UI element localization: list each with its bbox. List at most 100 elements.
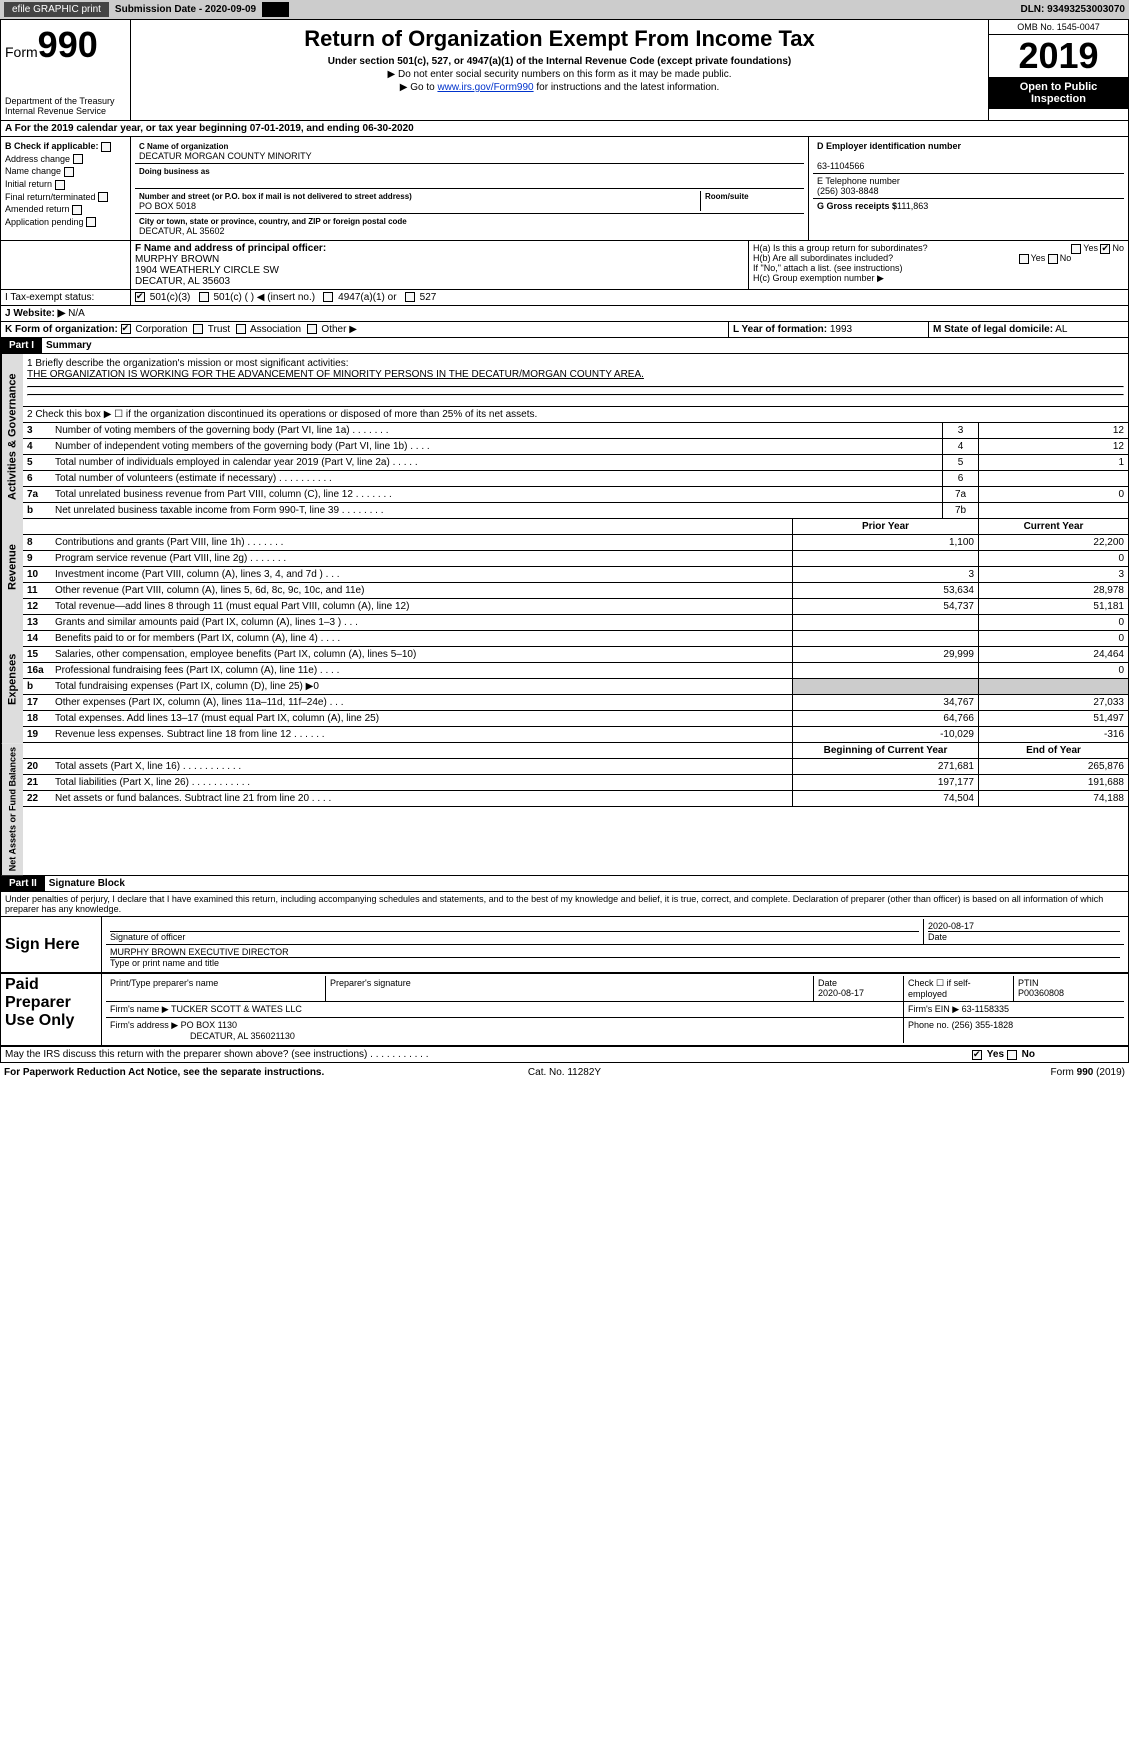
checkbox-icon[interactable]	[193, 324, 203, 334]
firm-ein-label: Firm's EIN ▶	[908, 1004, 959, 1014]
ein-label: D Employer identification number	[817, 141, 961, 151]
checkbox-icon[interactable]	[405, 292, 415, 302]
sign-here-label: Sign Here	[1, 917, 101, 972]
efile-print-button[interactable]: efile GRAPHIC print	[4, 2, 109, 17]
h-note: If "No," attach a list. (see instruction…	[753, 263, 1124, 273]
summary-line: 14Benefits paid to or for members (Part …	[23, 631, 1128, 647]
checkbox-icon[interactable]	[86, 217, 96, 227]
submission-date-label: Submission Date - 2020-09-09	[115, 4, 256, 15]
street-label: Number and street (or P.O. box if mail i…	[139, 192, 412, 201]
sig-date-label: Date	[928, 931, 1120, 942]
checkbox-icon[interactable]	[73, 154, 83, 164]
form-title: Return of Organization Exempt From Incom…	[137, 26, 982, 52]
summary-line: 5Total number of individuals employed in…	[23, 455, 1128, 471]
checkbox-icon[interactable]	[135, 292, 145, 302]
perjury-text: Under penalties of perjury, I declare th…	[0, 892, 1129, 917]
page-footer: For Paperwork Reduction Act Notice, see …	[0, 1063, 1129, 1082]
form-org-label: K Form of organization:	[5, 324, 118, 335]
summary-line: 9Program service revenue (Part VIII, lin…	[23, 551, 1128, 567]
prep-ptin: P00360808	[1018, 988, 1064, 998]
mission-text: THE ORGANIZATION IS WORKING FOR THE ADVA…	[27, 369, 1124, 380]
street: PO BOX 5018	[139, 201, 196, 211]
blank-button	[262, 2, 289, 17]
summary-line: 6Total number of volunteers (estimate if…	[23, 471, 1128, 487]
checkbox-icon[interactable]	[323, 292, 333, 302]
ein-value: 63-1104566	[817, 161, 864, 171]
tax-year: 2019	[989, 35, 1128, 77]
gross-value: 111,863	[897, 201, 928, 211]
form-header: Form990 Department of the Treasury Inter…	[0, 19, 1129, 121]
org-name: DECATUR MORGAN COUNTY MINORITY	[139, 151, 312, 161]
footer-center: Cat. No. 11282Y	[378, 1067, 752, 1078]
checkbox-icon[interactable]	[55, 180, 65, 190]
mission-label: 1 Briefly describe the organization's mi…	[27, 358, 1124, 369]
checkbox-icon[interactable]	[1100, 244, 1110, 254]
checkbox-icon[interactable]	[972, 1050, 982, 1060]
period-row: A For the 2019 calendar year, or tax yea…	[0, 121, 1129, 137]
subtitle-3: ▶ Go to www.irs.gov/Form990 for instruct…	[137, 82, 982, 93]
expenses-group: Expenses 13Grants and similar amounts pa…	[0, 615, 1129, 743]
part1-header: Part I Summary	[0, 338, 1129, 354]
officer-addr1: 1904 WEATHERLY CIRCLE SW	[135, 265, 279, 276]
irs-link[interactable]: www.irs.gov/Form990	[437, 82, 533, 93]
firm-phone-label: Phone no.	[908, 1020, 949, 1030]
summary-line: 15Salaries, other compensation, employee…	[23, 647, 1128, 663]
checkbox-icon[interactable]	[121, 324, 131, 334]
prep-check-hdr: Check ☐ if self-employed	[904, 976, 1014, 1001]
preparer-block: Paid Preparer Use Only Print/Type prepar…	[0, 974, 1129, 1047]
footer-right: Form 990 (2019)	[751, 1067, 1125, 1078]
box-b: B Check if applicable: Address change Na…	[1, 137, 131, 240]
room-label: Room/suite	[705, 192, 749, 201]
website-row: J Website: ▶ N/A	[0, 306, 1129, 322]
eoy-header: End of Year	[978, 743, 1128, 758]
checkbox-icon[interactable]	[101, 142, 111, 152]
domicile: AL	[1055, 324, 1067, 335]
checkbox-icon[interactable]	[236, 324, 246, 334]
summary-line: 18Total expenses. Add lines 13–17 (must …	[23, 711, 1128, 727]
checkbox-icon[interactable]	[1071, 244, 1081, 254]
prep-ptin-hdr: PTIN	[1018, 978, 1039, 988]
revenue-label: Revenue	[1, 519, 23, 615]
firm-addr2: DECATUR, AL 356021130	[190, 1031, 295, 1041]
domicile-label: M State of legal domicile:	[933, 324, 1053, 335]
part2-label: Part II	[1, 876, 45, 891]
firm-phone: (256) 355-1828	[952, 1020, 1014, 1030]
entity-block: B Check if applicable: Address change Na…	[0, 137, 1129, 241]
part1-title: Summary	[42, 338, 96, 353]
current-year-header: Current Year	[978, 519, 1128, 534]
officer-addr2: DECATUR, AL 35603	[135, 276, 230, 287]
checkbox-icon[interactable]	[307, 324, 317, 334]
sig-name-label: Type or print name and title	[110, 957, 1120, 968]
boy-header: Beginning of Current Year	[792, 743, 978, 758]
h-b: H(b) Are all subordinates included? Yes …	[753, 253, 1124, 263]
prior-year-header: Prior Year	[792, 519, 978, 534]
summary-line: 13Grants and similar amounts paid (Part …	[23, 615, 1128, 631]
box-b-item: Final return/terminated	[5, 192, 126, 203]
gross-label: G Gross receipts $	[817, 201, 897, 211]
summary-line: 7aTotal unrelated business revenue from …	[23, 487, 1128, 503]
netassets-group: Net Assets or Fund Balances Beginning of…	[0, 743, 1129, 876]
checkbox-icon[interactable]	[98, 192, 108, 202]
checkbox-icon[interactable]	[64, 167, 74, 177]
checkbox-icon[interactable]	[1019, 254, 1029, 264]
line-2: 2 Check this box ▶ ☐ if the organization…	[23, 407, 1128, 423]
preparer-label: Paid Preparer Use Only	[1, 974, 101, 1045]
tax-status-row: I Tax-exempt status: 501(c)(3) 501(c) ( …	[0, 290, 1129, 306]
discuss-text: May the IRS discuss this return with the…	[1, 1047, 968, 1062]
checkbox-icon[interactable]	[72, 205, 82, 215]
checkbox-icon[interactable]	[1007, 1050, 1017, 1060]
website-label: J Website: ▶	[5, 308, 65, 319]
checkbox-icon[interactable]	[1048, 254, 1058, 264]
subtitle-2: ▶ Do not enter social security numbers o…	[137, 69, 982, 80]
officer-label: F Name and address of principal officer:	[135, 243, 326, 254]
website-value: N/A	[68, 308, 85, 319]
dln-label: DLN: 93493253003070	[1020, 4, 1125, 15]
footer-left: For Paperwork Reduction Act Notice, see …	[4, 1067, 378, 1078]
checkbox-icon[interactable]	[199, 292, 209, 302]
dba-label: Doing business as	[139, 167, 210, 176]
summary-line: 21Total liabilities (Part X, line 26) . …	[23, 775, 1128, 791]
form-number: Form990	[5, 24, 126, 66]
firm-label: Firm's name ▶	[110, 1004, 169, 1014]
org-name-label: C Name of organization	[139, 142, 228, 151]
city-label: City or town, state or province, country…	[139, 217, 407, 226]
